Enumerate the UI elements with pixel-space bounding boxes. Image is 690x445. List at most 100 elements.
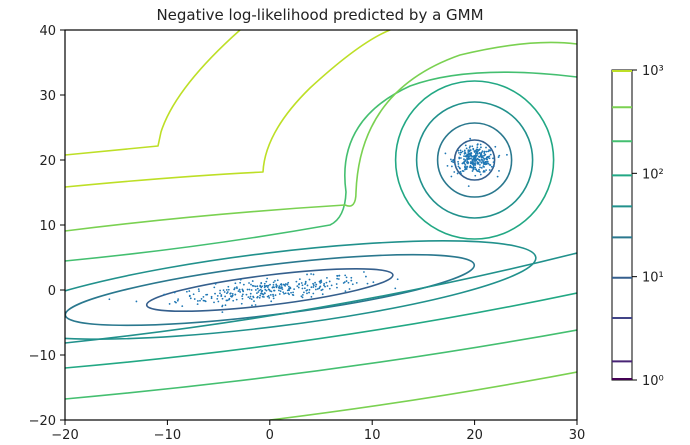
- scatter-point: [321, 288, 324, 291]
- scatter-point: [471, 155, 473, 158]
- scatter-point: [163, 293, 166, 296]
- scatter-point: [459, 170, 462, 173]
- scatter-point: [458, 156, 461, 159]
- scatter-point: [242, 283, 245, 286]
- scatter-point: [483, 157, 486, 160]
- scatter-point: [326, 276, 328, 279]
- scatter-point: [470, 157, 472, 160]
- scatter-point: [314, 281, 316, 284]
- scatter-point: [214, 282, 217, 285]
- scatter-point: [234, 293, 237, 296]
- y-tick-label: 40: [39, 24, 56, 39]
- x-tick-label: 20: [466, 428, 483, 443]
- scatter-point: [476, 162, 479, 165]
- scatter-point: [305, 289, 308, 292]
- scatter-point: [365, 275, 367, 278]
- scatter-point: [268, 289, 271, 291]
- scatter-point: [465, 147, 468, 150]
- scatter-point: [279, 283, 282, 286]
- scatter-point: [476, 152, 479, 155]
- scatter-point: [498, 170, 500, 172]
- scatter-point: [256, 292, 258, 295]
- scatter-point: [239, 291, 242, 293]
- scatter-point: [217, 300, 220, 303]
- scatter-point: [188, 290, 191, 292]
- scatter-point: [314, 285, 317, 288]
- scatter-point: [490, 165, 493, 168]
- contour-line: [65, 71, 577, 262]
- scatter-point: [459, 151, 462, 154]
- contour-lines: [65, 30, 577, 420]
- scatter-point: [485, 169, 487, 172]
- scatter-point: [283, 292, 285, 295]
- scatter-point: [240, 302, 243, 305]
- scatter-point: [239, 281, 242, 284]
- scatter-point: [227, 285, 230, 288]
- scatter-point: [487, 162, 490, 165]
- scatter-point: [216, 297, 219, 300]
- scatter-point: [480, 146, 482, 149]
- scatter-point: [260, 292, 263, 295]
- scatter-point: [336, 277, 339, 280]
- scatter-point: [479, 143, 482, 146]
- plot-frame: [64, 29, 578, 421]
- scatter-point: [469, 153, 472, 155]
- scatter-point: [478, 168, 480, 171]
- scatter-point: [261, 285, 264, 288]
- scatter-point: [202, 299, 205, 302]
- scatter-point: [250, 289, 253, 291]
- scatter-point: [259, 288, 262, 291]
- scatter-point: [254, 304, 257, 306]
- scatter-point: [301, 284, 304, 287]
- scatter-point: [250, 298, 253, 300]
- contour-line: [415, 101, 534, 219]
- scatter-point: [457, 160, 459, 163]
- scatter-point: [279, 290, 282, 293]
- scatter-point: [221, 297, 224, 300]
- scatter-point: [261, 289, 264, 292]
- scatter-point: [464, 163, 467, 166]
- x-tick-label: 30: [569, 428, 586, 443]
- scatter-point: [466, 166, 469, 168]
- scatter-point: [267, 284, 270, 287]
- contour-line: [65, 240, 537, 340]
- scatter-point: [345, 280, 348, 282]
- scatter-point: [287, 281, 290, 284]
- scatter-point: [287, 285, 290, 288]
- scatter-point: [210, 295, 213, 298]
- scatter-point: [206, 293, 209, 296]
- scatter-point: [234, 282, 237, 285]
- scatter-point: [476, 146, 479, 149]
- scatter-point: [450, 165, 453, 168]
- scatter-point: [312, 284, 315, 287]
- scatter-point: [221, 305, 224, 308]
- scatter-point: [185, 290, 188, 293]
- scatter-point: [266, 277, 269, 280]
- scatter-point: [135, 300, 138, 303]
- scatter-point: [475, 150, 478, 152]
- scatter-point: [487, 150, 490, 153]
- y-tick-label: 20: [39, 154, 56, 169]
- scatter-point: [469, 137, 472, 140]
- scatter-point: [292, 291, 295, 294]
- scatter-point: [196, 303, 199, 306]
- scatter-point: [348, 288, 351, 290]
- scatter-point: [197, 288, 200, 291]
- scatter-point: [241, 293, 244, 296]
- scatter-point: [321, 293, 324, 296]
- scatter-point: [228, 297, 231, 300]
- scatter-point: [276, 279, 279, 282]
- scatter-point: [506, 153, 508, 156]
- scatter-point: [480, 155, 483, 158]
- scatter-point: [300, 295, 303, 298]
- scatter-point: [366, 282, 369, 285]
- scatter-point: [220, 294, 223, 296]
- scatter-point: [290, 291, 292, 294]
- scatter-point: [335, 283, 338, 285]
- scatter-point: [188, 294, 191, 297]
- scatter-point: [286, 283, 289, 286]
- scatter-point: [463, 152, 466, 155]
- scatter-point: [265, 289, 268, 292]
- scatter-point: [304, 280, 307, 283]
- scatter-point: [272, 297, 275, 300]
